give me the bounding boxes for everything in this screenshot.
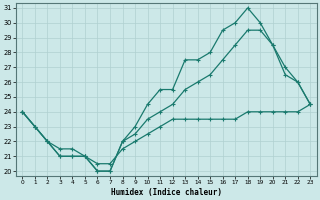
X-axis label: Humidex (Indice chaleur): Humidex (Indice chaleur) [111,188,222,197]
